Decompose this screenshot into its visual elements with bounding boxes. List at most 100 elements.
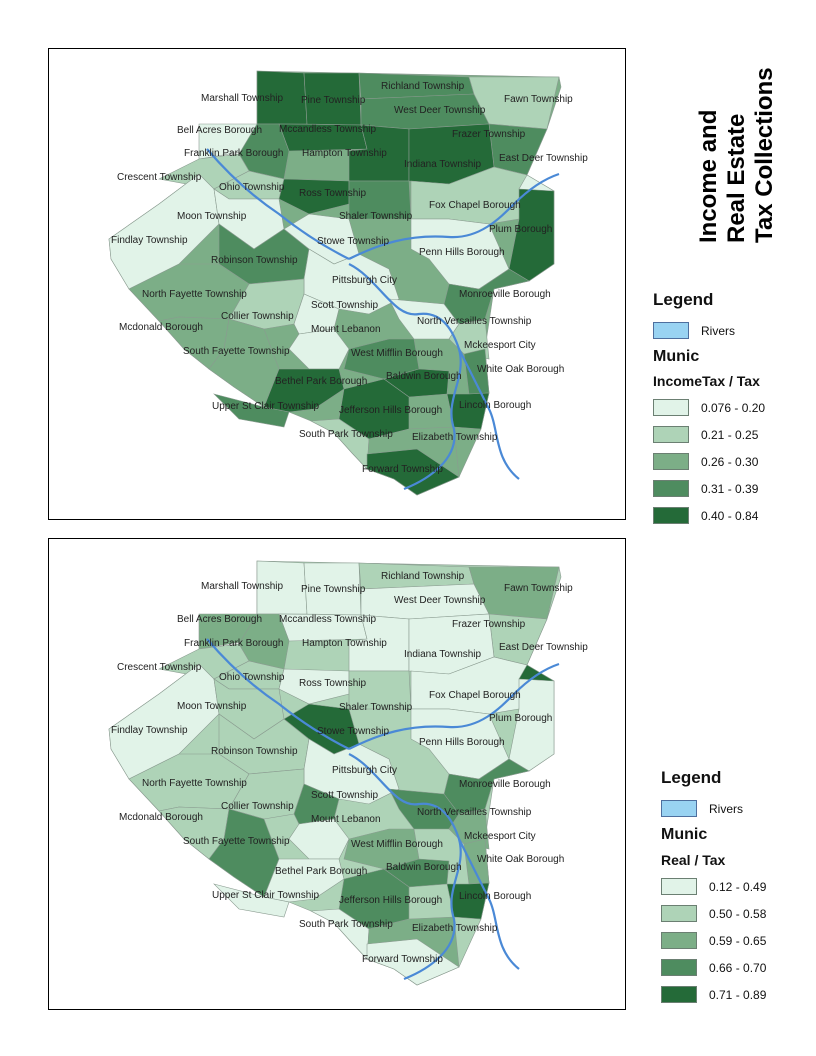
- label-forward: Forward Township: [362, 464, 443, 475]
- map-title: Income and Real Estate Tax Collections: [690, 28, 786, 248]
- label-west-mifflin: West Mifflin Borough: [351, 348, 443, 359]
- label-ohio: Ohio Township: [219, 182, 285, 193]
- region-shaler: [348, 670, 412, 710]
- region-upper-st-clair: [213, 883, 290, 918]
- rivers-label: Rivers: [701, 323, 736, 338]
- legend-field: Real / Tax: [661, 852, 726, 868]
- map-income-tax: Marshall Township Pine Township Richland…: [48, 48, 626, 520]
- label-lincoln: Lincoln Borough: [459, 891, 531, 902]
- label-bell-acres: Bell Acres Borough: [177, 614, 262, 625]
- legend-class-1: 0.12 - 0.49: [661, 878, 811, 895]
- region-forward: [366, 448, 460, 496]
- legend-rivers-row: Rivers: [661, 800, 811, 817]
- region-ross: [278, 668, 350, 705]
- label-franklin-park: Franklin Park Borough: [184, 148, 284, 159]
- legend-layer: Munic: [661, 826, 708, 843]
- label-moon: Moon Township: [177, 211, 247, 222]
- label-franklin-park: Franklin Park Borough: [184, 638, 284, 649]
- river-ohio: [206, 638, 350, 750]
- title-line-2: Real Estate: [723, 114, 750, 243]
- title-line-3: Tax Collections: [751, 67, 778, 243]
- label-findlay: Findlay Township: [111, 235, 188, 246]
- river-ohio: [206, 148, 350, 260]
- label-south-park: South Park Township: [299, 429, 393, 440]
- legend-class-5: 0.40 - 0.84: [653, 507, 813, 524]
- legend-class-3: 0.26 - 0.30: [653, 453, 813, 470]
- region-forward: [366, 938, 460, 986]
- label-hampton: Hampton Township: [302, 148, 387, 159]
- legend-class-4: 0.66 - 0.70: [661, 959, 811, 976]
- label-ohio: Ohio Township: [219, 672, 285, 683]
- legend-layer: Munic: [653, 348, 700, 365]
- label-ross: Ross Township: [299, 678, 367, 689]
- label-richland: Richland Township: [381, 81, 465, 92]
- label-north-fayette: North Fayette Township: [142, 289, 247, 300]
- legend-title: Legend: [661, 768, 722, 787]
- label-pittsburgh: Pittsburgh City: [332, 275, 397, 286]
- label-jefferson-hills: Jefferson Hills Borough: [339, 895, 442, 906]
- label-lincoln: Lincoln Borough: [459, 400, 531, 411]
- map-real-estate-tax: Marshall Township Pine Township Richland…: [48, 538, 626, 1010]
- label-white-oak: White Oak Borough: [477, 854, 564, 865]
- label-shaler: Shaler Township: [339, 211, 413, 222]
- label-upper-st-clair: Upper St Clair Township: [212, 890, 320, 901]
- label-marshall: Marshall Township: [201, 581, 284, 592]
- label-elizabeth: Elizabeth Township: [412, 432, 498, 443]
- label-indiana: Indiana Township: [404, 159, 482, 170]
- legend-field: IncomeTax / Tax: [653, 373, 760, 389]
- label-collier: Collier Township: [221, 311, 294, 322]
- label-penn-hills: Penn Hills Borough: [419, 247, 505, 258]
- label-richland: Richland Township: [381, 571, 465, 582]
- region-upper-st-clair: [213, 393, 290, 428]
- legend-top: Legend Rivers Munic IncomeTax / Tax 0.07…: [653, 290, 813, 524]
- label-south-fayette: South Fayette Township: [183, 836, 290, 847]
- label-west-deer: West Deer Township: [394, 105, 486, 116]
- label-collier: Collier Township: [221, 801, 294, 812]
- label-ross: Ross Township: [299, 188, 367, 199]
- region-ross: [278, 178, 350, 215]
- label-south-park: South Park Township: [299, 919, 393, 930]
- label-jefferson-hills: Jefferson Hills Borough: [339, 405, 442, 416]
- label-crescent: Crescent Township: [117, 172, 202, 183]
- label-mount-lebanon: Mount Lebanon: [311, 324, 381, 335]
- legend-title: Legend: [653, 290, 714, 309]
- river-youghiogheny: [458, 348, 520, 480]
- label-pine: Pine Township: [301, 95, 366, 106]
- legend-class-5: 0.71 - 0.89: [661, 986, 811, 1003]
- label-scott: Scott Township: [311, 790, 379, 801]
- legend-class-1: 0.076 - 0.20: [653, 399, 813, 416]
- label-west-mifflin: West Mifflin Borough: [351, 839, 443, 850]
- label-mount-lebanon: Mount Lebanon: [311, 814, 381, 825]
- label-mckeesport: Mckeesport City: [464, 340, 536, 351]
- label-robinson: Robinson Township: [211, 746, 298, 757]
- label-bethel-park: Bethel Park Borough: [275, 376, 367, 387]
- legend-rivers-row: Rivers: [653, 322, 813, 339]
- label-findlay: Findlay Township: [111, 725, 188, 736]
- label-penn-hills: Penn Hills Borough: [419, 737, 505, 748]
- label-elizabeth: Elizabeth Township: [412, 923, 498, 934]
- title-line-1: Income and: [695, 110, 722, 243]
- label-mccandless: Mccandless Township: [279, 124, 377, 135]
- label-frazer: Frazer Township: [452, 619, 526, 630]
- legend-class-2: 0.50 - 0.58: [661, 905, 811, 922]
- label-frazer: Frazer Township: [452, 129, 526, 140]
- label-bell-acres: Bell Acres Borough: [177, 125, 262, 136]
- label-robinson: Robinson Township: [211, 255, 298, 266]
- label-baldwin: Baldwin Borough: [386, 862, 462, 873]
- label-pine: Pine Township: [301, 584, 366, 595]
- label-baldwin: Baldwin Borough: [386, 371, 462, 382]
- legend-bottom: Legend Rivers Munic Real / Tax 0.12 - 0.…: [661, 768, 811, 1003]
- label-mcdonald: Mcdonald Borough: [119, 812, 203, 823]
- label-south-fayette: South Fayette Township: [183, 346, 290, 357]
- river-allegheny: [348, 172, 560, 260]
- label-mckeesport: Mckeesport City: [464, 831, 536, 842]
- river-youghiogheny: [458, 838, 520, 970]
- label-plum: Plum Borough: [489, 224, 552, 235]
- label-north-fayette: North Fayette Township: [142, 778, 247, 789]
- label-stowe: Stowe Township: [317, 726, 390, 737]
- label-shaler: Shaler Township: [339, 702, 413, 713]
- label-hampton: Hampton Township: [302, 638, 387, 649]
- label-fox-chapel: Fox Chapel Borough: [429, 690, 521, 701]
- label-bethel-park: Bethel Park Borough: [275, 866, 367, 877]
- label-east-deer: East Deer Township: [499, 642, 588, 653]
